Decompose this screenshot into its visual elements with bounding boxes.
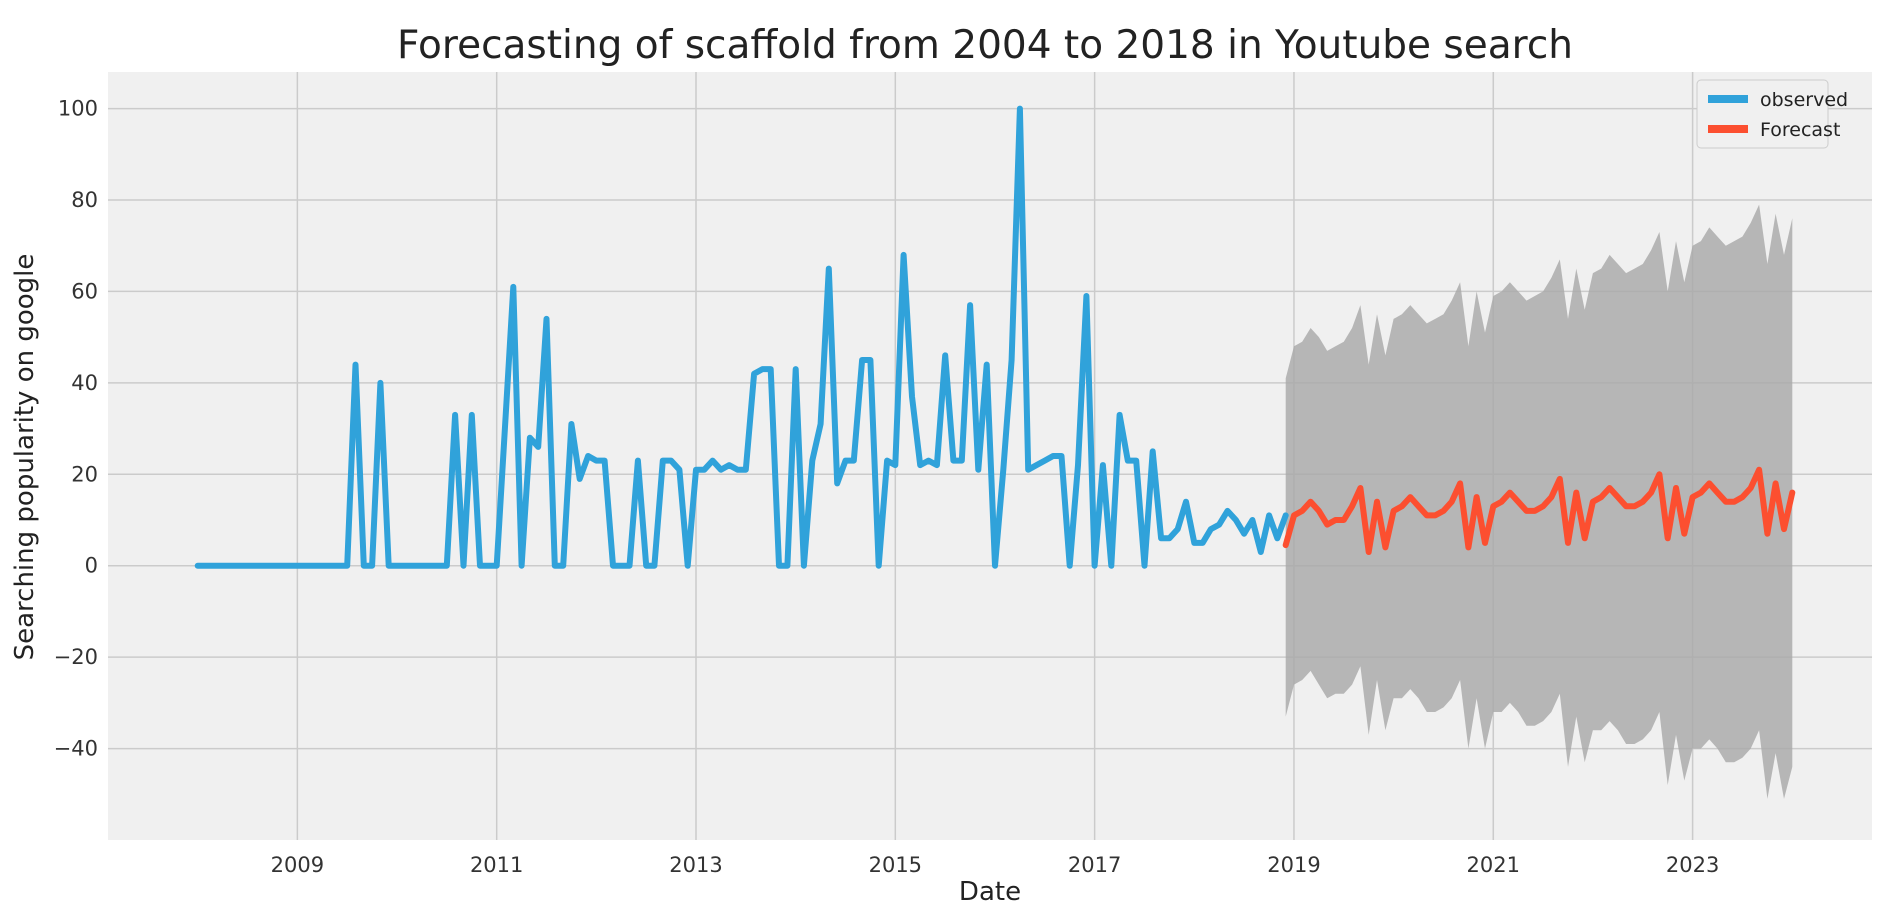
forecast-confidence-band: [1285, 204, 1793, 799]
chart-title: Forecasting of scaffold from 2004 to 201…: [397, 23, 1573, 68]
x-tick-label: 2021: [1467, 853, 1520, 877]
x-tick-label: 2009: [271, 853, 324, 877]
x-axis-label: Date: [959, 877, 1021, 907]
y-tick-label: −40: [54, 737, 98, 761]
y-tick-label: 0: [85, 554, 98, 578]
series-lines: [194, 105, 1796, 569]
y-tick-label: 40: [71, 371, 98, 395]
x-tick-label: 2017: [1068, 853, 1121, 877]
x-tick-label: 2011: [470, 853, 523, 877]
tick-labels: 2009 2011 2013 2015 2017 2019 2021 2023 −40 −20 0 2…: [54, 97, 1720, 877]
y-tick-label: 20: [71, 462, 98, 486]
legend-label-forecast: Forecast: [1760, 119, 1840, 141]
y-tick-label: 100: [58, 97, 98, 121]
y-tick-label: −20: [54, 645, 98, 669]
legend: observed Forecast: [1696, 79, 1848, 149]
x-tick-label: 2015: [869, 853, 922, 877]
forecast-series-line: [1282, 466, 1796, 555]
y-tick-label: 60: [71, 279, 98, 303]
y-axis-label: Searching popularity on google: [10, 254, 40, 661]
x-tick-label: 2023: [1666, 853, 1719, 877]
legend-label-observed: observed: [1760, 89, 1848, 111]
observed-series-line: [194, 105, 1289, 569]
x-tick-label: 2013: [669, 853, 722, 877]
x-tick-label: 2019: [1267, 853, 1320, 877]
y-tick-label: 80: [71, 188, 98, 212]
